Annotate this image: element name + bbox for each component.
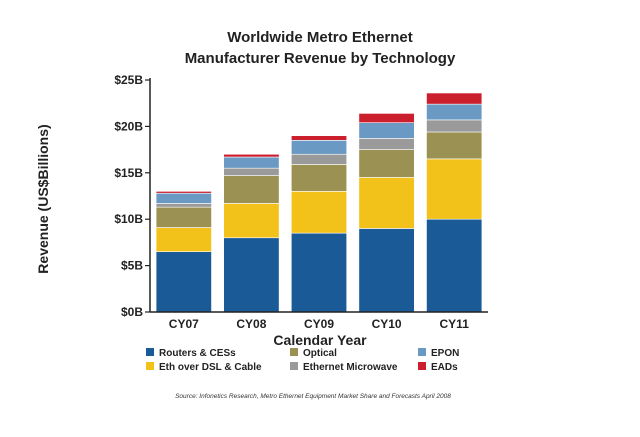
y-tick-label: $15B bbox=[114, 166, 143, 180]
bar-segment-routers-cess bbox=[155, 251, 212, 313]
x-axis-label: Calendar Year bbox=[273, 332, 367, 348]
bar-segment-eth-over-dsl-cable bbox=[223, 203, 280, 239]
y-tick-label: $25B bbox=[114, 73, 143, 87]
legend-entry: Eth over DSL & Cable bbox=[159, 362, 262, 373]
x-tick-label: CY11 bbox=[440, 317, 470, 331]
bar-segment-ethernet-microwave bbox=[155, 203, 212, 208]
bar-segment-routers-cess bbox=[426, 218, 483, 313]
legend-entry: Optical bbox=[303, 348, 337, 359]
bar-segment-routers-cess bbox=[358, 228, 415, 313]
legend-swatch bbox=[418, 348, 426, 356]
x-tick-label: CY07 bbox=[169, 317, 199, 331]
y-tick-label: $0B bbox=[121, 305, 143, 319]
bar-segment-epon bbox=[358, 122, 415, 139]
chart-title-line-1: Worldwide Metro Ethernet bbox=[227, 29, 413, 46]
x-axis-categories: CY07 CY08 CY09 CY10 CY11 bbox=[169, 317, 469, 331]
bar-segment-epon bbox=[223, 156, 280, 169]
legend-swatch bbox=[290, 362, 298, 370]
bar-segment-eads bbox=[155, 191, 212, 194]
bar-segment-epon bbox=[290, 140, 348, 155]
x-tick-label: CY08 bbox=[236, 317, 266, 331]
bar-segment-routers-cess bbox=[223, 237, 280, 313]
y-axis-label: Revenue (US$Billions) bbox=[35, 124, 51, 273]
bar-segment-ethernet-microwave bbox=[223, 167, 280, 176]
bar-segment-routers-cess bbox=[290, 232, 348, 313]
bar-segment-eads bbox=[290, 135, 348, 141]
legend-swatch bbox=[418, 362, 426, 370]
bar-segment-epon bbox=[155, 192, 212, 204]
bar-segment-ethernet-microwave bbox=[426, 119, 483, 133]
x-tick-label: CY09 bbox=[304, 317, 334, 331]
legend: Routers & CESs Optical EPON Eth over DSL & … bbox=[146, 348, 459, 373]
bar-segment-optical bbox=[290, 164, 348, 192]
y-tick-label: $10B bbox=[114, 212, 143, 226]
legend-entry: Ethernet Microwave bbox=[303, 362, 398, 373]
y-tick-label: $20B bbox=[114, 119, 143, 133]
y-axis-ticks: $0B $5B $10B $15B $20B $25B bbox=[114, 73, 150, 319]
x-tick-label: CY10 bbox=[372, 317, 402, 331]
legend-swatch bbox=[290, 348, 298, 356]
bar-segment-optical bbox=[223, 175, 280, 204]
bar-segment-eth-over-dsl-cable bbox=[290, 191, 348, 234]
bar-segment-optical bbox=[358, 149, 415, 178]
legend-entry: Routers & CESs bbox=[159, 348, 236, 359]
chart-title-line-2: Manufacturer Revenue by Technology bbox=[185, 50, 456, 67]
bar-segment-ethernet-microwave bbox=[290, 153, 348, 165]
legend-entry: EADs bbox=[431, 362, 458, 373]
bar-segment-eads bbox=[223, 153, 280, 158]
bar-segment-optical bbox=[426, 131, 483, 160]
bar-segment-optical bbox=[155, 206, 212, 228]
legend-swatch bbox=[146, 348, 154, 356]
bar-segment-eth-over-dsl-cable bbox=[358, 177, 415, 229]
bar-segment-epon bbox=[426, 103, 483, 121]
bar-segment-eads bbox=[358, 113, 415, 123]
bar-segment-eth-over-dsl-cable bbox=[426, 158, 483, 220]
legend-swatch bbox=[146, 362, 154, 370]
bar-segment-ethernet-microwave bbox=[358, 138, 415, 150]
y-tick-label: $5B bbox=[121, 259, 143, 273]
legend-entry: EPON bbox=[431, 348, 459, 359]
bar-segment-eth-over-dsl-cable bbox=[155, 227, 212, 252]
bar-segment-eads bbox=[426, 92, 483, 105]
source-note: Source: Infonetics Research, Metro Ether… bbox=[175, 393, 451, 400]
bars bbox=[155, 92, 483, 313]
